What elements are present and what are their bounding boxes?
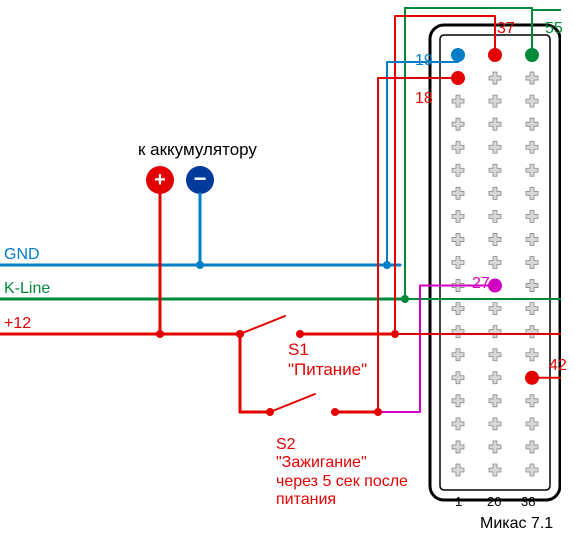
pin-20-label: 20 xyxy=(487,494,501,509)
pin-27-label: 27 xyxy=(472,275,490,293)
plus12-label: +12 xyxy=(4,315,31,333)
battery-label: к аккумулятору xyxy=(138,140,257,160)
s1-label: S1 "Питание" xyxy=(288,340,367,379)
svg-text:+: + xyxy=(154,169,166,191)
kline-label: K-Line xyxy=(4,280,50,298)
device-label: Микас 7.1 xyxy=(480,515,553,533)
pin-37-label: 37 xyxy=(497,20,515,38)
svg-text:−: − xyxy=(194,166,207,191)
pin-18-label: 18 xyxy=(415,90,433,108)
s2-label: S2 "Зажигание" через 5 сек после питания xyxy=(276,436,408,510)
pin-55-label: 55 xyxy=(545,20,563,38)
gnd-label: GND xyxy=(4,246,40,264)
pin-42-label: 42 xyxy=(549,357,567,375)
pin-19-label: 19 xyxy=(415,52,433,70)
pin-1-label: 1 xyxy=(455,494,462,509)
pin-38-label: 38 xyxy=(521,494,535,509)
